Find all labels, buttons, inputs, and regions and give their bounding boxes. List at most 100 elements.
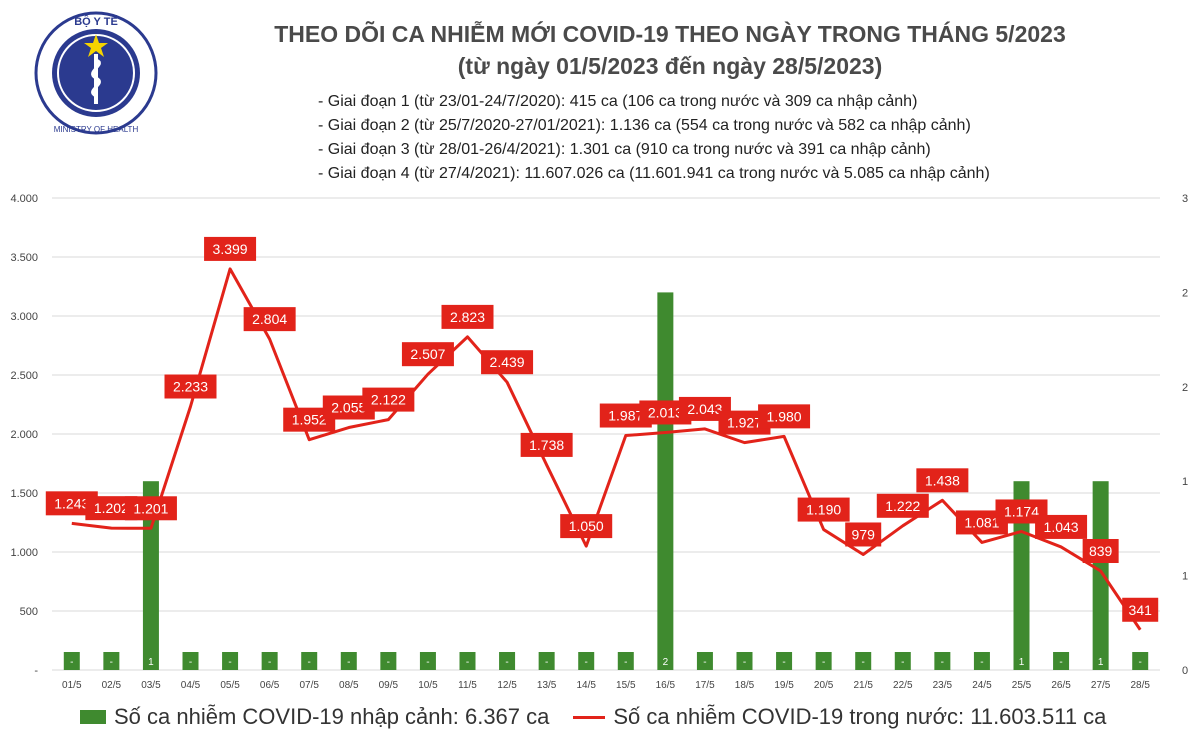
data-label-box: [876, 493, 929, 518]
bar-11/5: [459, 652, 476, 670]
bar-08/5: [340, 652, 357, 670]
data-label-box: [845, 522, 882, 547]
bar-label: -: [308, 657, 311, 668]
data-label-text: 1.043: [1044, 519, 1079, 535]
bar-21/5: [855, 652, 872, 670]
data-label-23/5: 1.438: [916, 468, 969, 493]
x-axis-tick-label: 17/5: [695, 680, 715, 691]
data-label-text: 1.222: [885, 498, 920, 514]
legend-bar-swatch: [80, 710, 106, 724]
x-axis-tick-label: 01/5: [62, 680, 82, 691]
data-label-text: 2.122: [371, 392, 406, 408]
bar-label: 1: [148, 657, 154, 668]
x-axis-tick-label: 08/5: [339, 680, 359, 691]
x-axis-tick-label: 22/5: [893, 680, 913, 691]
data-label-21/5: 979: [845, 522, 882, 547]
data-label-04/5: 2.233: [164, 374, 217, 399]
data-label-text: 2.233: [173, 379, 208, 395]
bar-label: -: [1059, 657, 1062, 668]
data-label-text: 2.804: [252, 311, 287, 327]
data-label-22/5: 1.222: [876, 493, 929, 518]
data-label-box: [204, 236, 257, 261]
x-axis-tick-label: 12/5: [497, 680, 517, 691]
data-label-text: 2.013: [648, 404, 683, 420]
x-axis-tick-label: 20/5: [814, 680, 834, 691]
data-label-12/5: 2.439: [481, 350, 534, 375]
left-axis-tick-label: 1.000: [10, 547, 38, 559]
data-label-text: 2.507: [410, 346, 445, 362]
data-label-25/5: 1.174: [995, 499, 1048, 524]
x-axis-tick-label: 13/5: [537, 680, 557, 691]
x-axis-tick-label: 15/5: [616, 680, 636, 691]
data-label-box: [124, 496, 177, 521]
data-label-text: 341: [1129, 602, 1153, 618]
phase-summary: - Giai đoạn 1 (từ 23/01-24/7/2020): 415 …: [318, 90, 990, 186]
bar-label: -: [466, 657, 469, 668]
data-label-text: 1.190: [806, 502, 841, 518]
data-label-text: 1.980: [767, 408, 802, 424]
bar-27/5: [1092, 481, 1109, 670]
data-label-text: 1.243: [54, 495, 89, 511]
right-axis-tick-label: 2: [1182, 382, 1188, 394]
x-axis-tick-label: 06/5: [260, 680, 280, 691]
x-axis-tick-label: 02/5: [102, 680, 122, 691]
bar-label: -: [70, 657, 73, 668]
bar-23/5: [934, 652, 951, 670]
bar-26/5: [1053, 652, 1070, 670]
data-label-03/5: 1.201: [124, 496, 177, 521]
data-label-box: [1122, 597, 1159, 622]
right-axis-tick-label: 1: [1182, 571, 1188, 583]
data-label-11/5: 2.823: [441, 304, 494, 329]
data-label-box: [916, 468, 969, 493]
data-label-text: 1.738: [529, 437, 564, 453]
x-axis-tick-label: 03/5: [141, 680, 161, 691]
data-label-26/5: 1.043: [1035, 514, 1088, 539]
x-axis-tick-label: 18/5: [735, 680, 755, 691]
bar-10/5: [419, 652, 436, 670]
data-label-text: 1.987: [608, 408, 643, 424]
title-line-1: THEO DÕI CA NHIỄM MỚI COVID-19 THEO NGÀY…: [274, 21, 1066, 47]
x-axis-tick-label: 25/5: [1012, 680, 1032, 691]
bar-label: 1: [1019, 657, 1025, 668]
bar-01/5: [63, 652, 80, 670]
bar-label: -: [901, 657, 904, 668]
x-axis-tick-label: 04/5: [181, 680, 201, 691]
bar-label: -: [268, 657, 271, 668]
bar-19/5: [776, 652, 793, 670]
data-label-06/5: 2.804: [243, 307, 296, 332]
data-label-box: [758, 404, 811, 429]
left-axis-tick-label: 2.000: [10, 429, 38, 441]
bar-09/5: [380, 652, 397, 670]
data-label-text: 1.927: [727, 415, 762, 431]
data-label-27/5: 839: [1082, 538, 1119, 563]
x-axis-tick-label: 24/5: [972, 680, 992, 691]
bar-label: -: [189, 657, 192, 668]
data-label-box: [1035, 514, 1088, 539]
data-label-text: 839: [1089, 543, 1113, 559]
bar-15/5: [617, 652, 634, 670]
bar-label: -: [703, 657, 706, 668]
legend-line-swatch: [573, 715, 606, 719]
left-axis-tick-label: -: [34, 665, 38, 677]
x-axis-tick-label: 09/5: [379, 680, 399, 691]
bar-20/5: [815, 652, 832, 670]
bar-05/5: [222, 652, 239, 670]
left-axis-tick-label: 4.000: [10, 193, 38, 205]
x-axis-tick-label: 27/5: [1091, 680, 1111, 691]
x-axis-tick-label: 05/5: [220, 680, 240, 691]
bar-18/5: [736, 652, 753, 670]
data-label-text: 3.399: [213, 241, 248, 257]
bar-label: -: [743, 657, 746, 668]
data-label-text: 2.823: [450, 309, 485, 325]
x-axis-tick-label: 21/5: [853, 680, 873, 691]
data-label-text: 1.174: [1004, 503, 1039, 519]
x-axis-tick-label: 23/5: [933, 680, 953, 691]
right-axis-tick-label: 3: [1182, 193, 1188, 205]
bar-label: -: [110, 657, 113, 668]
data-label-09/5: 2.122: [362, 387, 415, 412]
bar-25/5: [1013, 481, 1030, 670]
data-label-box: [1082, 538, 1119, 563]
data-label-box: [797, 497, 850, 522]
bar-label: -: [228, 657, 231, 668]
data-label-28/5: 341: [1122, 597, 1159, 622]
